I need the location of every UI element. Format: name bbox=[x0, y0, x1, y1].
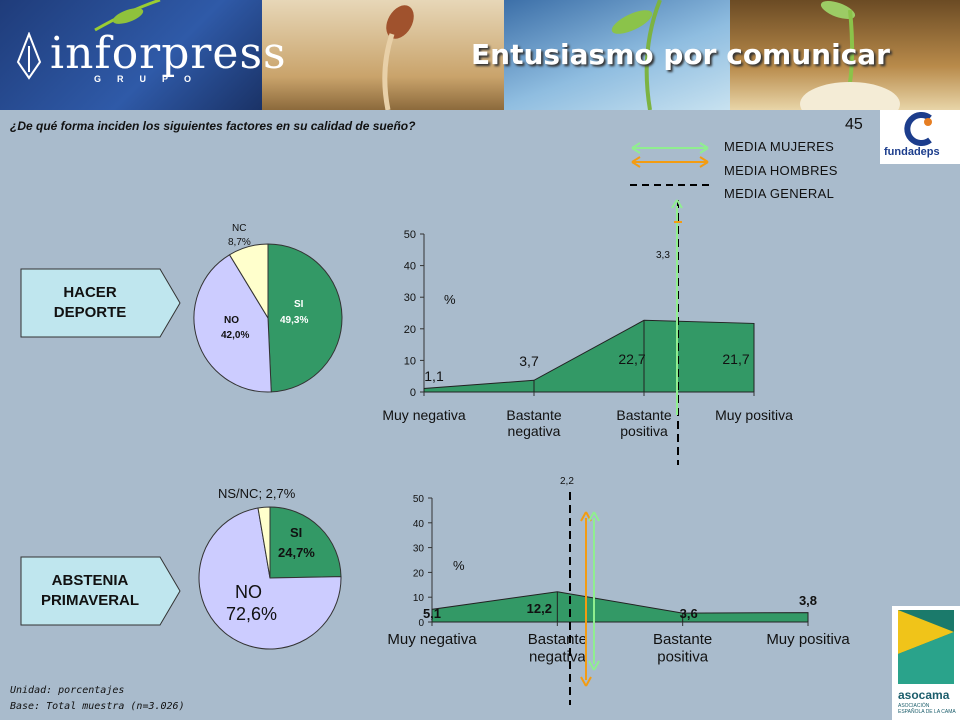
y-unit-label: % bbox=[444, 292, 456, 307]
legend-label-women: MEDIA MUJERES bbox=[724, 139, 835, 154]
y-tick-label: 20 bbox=[404, 324, 416, 336]
asocama-mark-icon bbox=[898, 610, 954, 684]
tag-arrow-shape bbox=[20, 556, 181, 626]
asocama-label: asocama bbox=[898, 688, 950, 702]
legend-label-general: MEDIA GENERAL bbox=[724, 186, 835, 201]
y-tick-label: 40 bbox=[404, 261, 416, 273]
mean-markers-deporte: 3,3 bbox=[656, 199, 683, 465]
tag-arrow-shape bbox=[20, 268, 181, 338]
area-deporte: 0 10 20 30 40 50 Muy negativa Bastante negativa B… bbox=[382, 229, 793, 439]
banner-decoration bbox=[94, 0, 900, 110]
legend-women-arrow bbox=[631, 142, 709, 154]
data-label: 1,1 bbox=[424, 368, 444, 384]
pie-value-si: 49,3% bbox=[280, 315, 308, 326]
y-unit-label: % bbox=[453, 558, 465, 573]
x-category-label: Muy positiva bbox=[766, 631, 850, 648]
pie-value-si: 24,7% bbox=[278, 545, 315, 560]
asocama-sublabel: ASOCIACIÓN ESPAÑOLA DE LA CAMA bbox=[898, 703, 956, 715]
mean-value-label: 3,3 bbox=[656, 250, 670, 261]
x-category-label: Bastante negativa bbox=[506, 407, 561, 439]
legend-lines bbox=[630, 142, 710, 186]
mean-women-arrowhead bbox=[671, 199, 683, 209]
data-label: 3,6 bbox=[680, 606, 698, 621]
y-tick-label: 40 bbox=[413, 519, 425, 530]
page-number: 45 bbox=[845, 116, 863, 133]
page-title: Entusiasmo por comunicar bbox=[471, 38, 890, 71]
y-tick-label: 30 bbox=[404, 292, 416, 304]
y-tick-label: 0 bbox=[418, 618, 424, 629]
section-label-astenia: ABSTENIA PRIMAVERAL bbox=[40, 572, 140, 609]
footer-unit: Unidad: porcentajes bbox=[10, 685, 125, 696]
y-tick-label: 30 bbox=[413, 544, 425, 555]
pie-deporte: SI 49,3% NO 42,0% NC 8,7% bbox=[193, 223, 343, 393]
banner-panel-sprout bbox=[504, 0, 730, 110]
legend-men-arrow bbox=[631, 156, 709, 168]
pie-slice-nsnc bbox=[257, 506, 271, 579]
pie-slice-no bbox=[198, 507, 342, 650]
area-series bbox=[431, 591, 809, 623]
survey-question: ¿De qué forma inciden los siguientes fac… bbox=[10, 119, 416, 133]
legend-label-men: MEDIA HOMBRES bbox=[724, 163, 838, 178]
y-tick-label: 0 bbox=[410, 387, 416, 399]
y-tick-label: 10 bbox=[404, 355, 416, 367]
pie-value-no: 72,6% bbox=[226, 604, 277, 624]
y-tick-label: 20 bbox=[413, 568, 425, 579]
x-category-label: Bastante positiva bbox=[653, 631, 712, 665]
fundadeps-mark-icon bbox=[904, 112, 932, 146]
area-astenia: 0 10 20 30 40 50 Muy negativa Bastante negativa B… bbox=[387, 494, 850, 665]
section-tag-astenia: ABSTENIA PRIMAVERAL bbox=[20, 556, 182, 626]
x-category-label: Bastante negativa bbox=[528, 631, 587, 665]
pie-label-nsnc: NS/NC; 2,7% bbox=[218, 486, 296, 501]
section-label-deporte: HACER DEPORTE bbox=[53, 284, 127, 321]
x-category-label: Bastante positiva bbox=[616, 407, 671, 439]
mean-men-arrowheads bbox=[580, 511, 592, 687]
y-tick-label: 50 bbox=[404, 229, 416, 241]
brand-name: inforpress bbox=[50, 28, 287, 79]
data-label: 12,2 bbox=[527, 601, 552, 616]
pie-label-si: SI bbox=[294, 299, 304, 310]
data-label: 3,8 bbox=[799, 593, 817, 608]
pie-label-no: NO bbox=[224, 315, 239, 326]
asocama-logo: asocama ASOCIACIÓN ESPAÑOLA DE LA CAMA bbox=[892, 606, 960, 720]
pie-value-no: 42,0% bbox=[221, 330, 249, 341]
data-label: 21,7 bbox=[722, 351, 749, 367]
section-tag-deporte: HACER DEPORTE bbox=[20, 268, 182, 338]
x-category-label: Muy positiva bbox=[715, 407, 793, 423]
pie-slice-si bbox=[267, 243, 343, 393]
data-label: 5,1 bbox=[423, 606, 441, 621]
pen-nib-icon bbox=[16, 32, 42, 80]
fundadeps-logo: fundadeps bbox=[880, 110, 960, 164]
y-tick-label: 50 bbox=[413, 494, 425, 505]
pie-label-si: SI bbox=[290, 525, 302, 540]
mean-women-arrowheads bbox=[588, 511, 600, 671]
header-banner: inforpress GRUPO Entusiasmo por comunica… bbox=[0, 0, 960, 110]
fundadeps-label: fundadeps bbox=[884, 146, 940, 158]
pie-label-nc: NC bbox=[232, 223, 246, 234]
pie-value-nc: 8,7% bbox=[228, 237, 251, 248]
inforpress-logo: inforpress GRUPO bbox=[14, 28, 286, 88]
pie-label-no: NO bbox=[235, 582, 262, 602]
pie-slice-si bbox=[269, 506, 342, 579]
y-tick-label: 10 bbox=[413, 593, 425, 604]
brand-sub: GRUPO bbox=[94, 74, 208, 84]
footer-base: Base: Total muestra (n=3.026) bbox=[10, 701, 185, 712]
x-category-label: Muy negativa bbox=[382, 407, 465, 423]
data-label: 3,7 bbox=[519, 353, 539, 369]
area-series bbox=[423, 319, 755, 393]
pie-slice-no bbox=[193, 254, 272, 393]
pie-slice-nc bbox=[228, 243, 269, 320]
x-category-label: Muy negativa bbox=[387, 631, 477, 648]
mean-value-label: 2,2 bbox=[560, 476, 574, 487]
data-label: 22,7 bbox=[618, 351, 645, 367]
mean-markers-astenia: 2,2 bbox=[560, 476, 600, 705]
